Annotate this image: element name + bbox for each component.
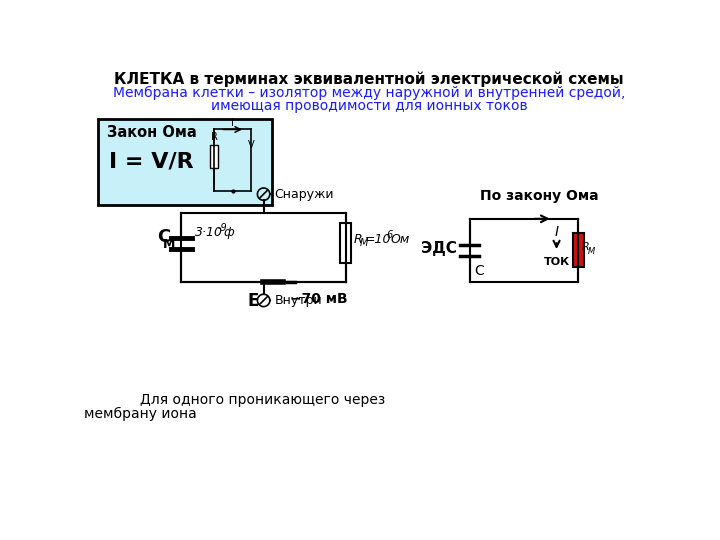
Text: КЛЕТКА в терминах эквивалентной электрической схемы: КЛЕТКА в терминах эквивалентной электрич… [114, 72, 624, 87]
Text: M: M [588, 247, 595, 256]
Text: =10: =10 [364, 233, 391, 246]
Text: Закон Ома: Закон Ома [107, 125, 197, 140]
Text: Снаружи: Снаружи [274, 188, 334, 201]
Text: I: I [554, 225, 559, 239]
Bar [573, 233, 584, 267]
Text: мембрану иона: мембрану иона [84, 407, 197, 421]
Text: M: M [360, 239, 368, 248]
Text: −70 мВ: −70 мВ [290, 292, 348, 306]
Text: М: М [163, 239, 175, 252]
Text: I: I [231, 118, 234, 128]
Text: R: R [211, 132, 217, 142]
Text: По закону Ома: По закону Ома [480, 190, 599, 204]
Text: E: E [248, 292, 259, 310]
Text: Внутри: Внутри [274, 294, 322, 307]
Bar [98, 119, 272, 205]
Text: ТОК: ТОК [544, 256, 570, 267]
Text: -9: -9 [217, 223, 227, 233]
Text: C: C [474, 264, 484, 278]
Text: Ом: Ом [391, 233, 410, 246]
Text: С: С [158, 228, 171, 246]
Text: Для одного проникающего через: Для одного проникающего через [140, 394, 386, 408]
Text: ЭДС: ЭДС [421, 241, 457, 256]
Text: Мембрана клетки – изолятор между наружной и внутренней средой,: Мембрана клетки – изолятор между наружно… [113, 85, 625, 100]
Text: I = V/R: I = V/R [109, 151, 193, 171]
Text: 3·10: 3·10 [195, 226, 223, 239]
Bar [210, 145, 218, 168]
Text: R: R [582, 242, 590, 252]
Text: ф: ф [223, 226, 234, 239]
Text: R: R [354, 233, 362, 246]
Text: имеющая проводимости для ионных токов: имеющая проводимости для ионных токов [211, 99, 527, 113]
Bar [341, 224, 351, 264]
Text: V: V [248, 139, 255, 150]
Text: 6: 6 [386, 230, 392, 240]
